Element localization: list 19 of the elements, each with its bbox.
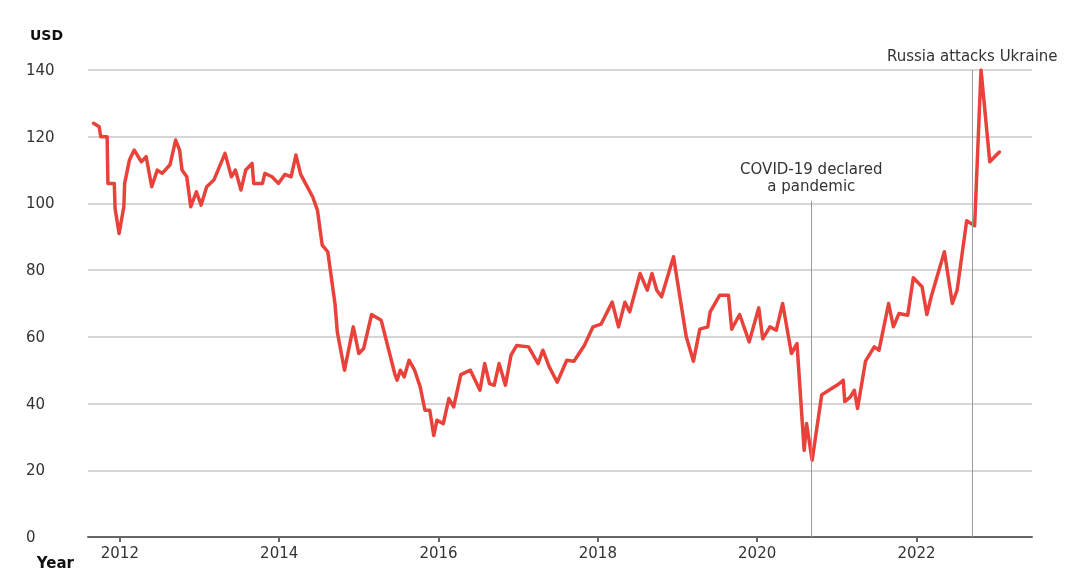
x-tick-label: 2020 [738,543,777,562]
x-tick-label: 2022 [897,543,936,562]
line-series [91,68,1002,463]
y-tick-label: 140 [26,61,55,79]
y-tick-label: 60 [26,327,46,346]
y-tick-label: 80 [26,261,46,280]
x-tick-label: 2012 [100,543,139,562]
y-tick-label: 120 [26,127,55,146]
x-tick-label: 2016 [419,543,458,562]
y-axis-title: USD [30,27,64,43]
ref-line-label: Russia attacks Ukraine [886,46,1058,65]
y-tick-label: 40 [26,394,46,413]
x-axis-title: Year [35,553,75,572]
x-tick-label: 2018 [578,543,617,562]
y-tick-label: 20 [26,461,46,480]
y-tick-label: 0 [26,528,36,546]
y-tick-label: 100 [26,194,55,213]
x-tick-label: 2014 [260,543,299,562]
ref-line-label: COVID-19 declared a pandemic [740,160,883,196]
